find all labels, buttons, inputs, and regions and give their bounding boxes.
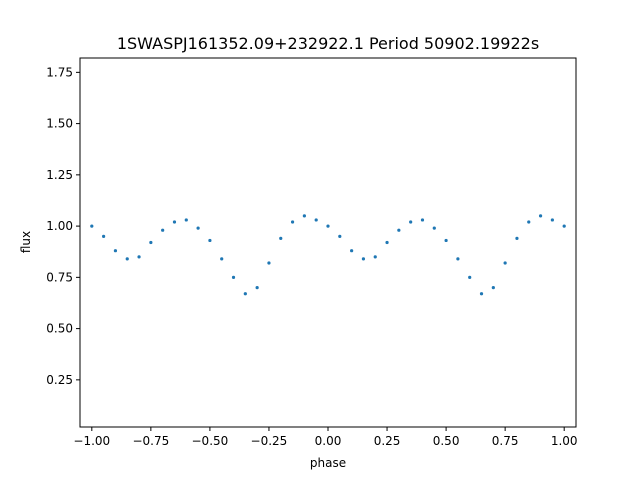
y-tick-label: 0.50: [46, 322, 73, 336]
data-point: [503, 261, 507, 265]
data-point: [326, 224, 330, 228]
data-point: [385, 240, 389, 245]
data-point: [196, 226, 200, 230]
y-tick-label: 1.00: [46, 219, 73, 233]
data-point: [125, 257, 129, 261]
x-axis-label: phase: [310, 456, 346, 470]
data-point: [562, 224, 566, 228]
x-tick-label: 0.00: [315, 434, 342, 448]
y-tick-label: 0.75: [46, 270, 73, 284]
data-point: [397, 228, 401, 232]
y-tick-label: 1.75: [46, 65, 73, 79]
data-point: [255, 286, 259, 290]
data-point: [527, 220, 531, 224]
data-point: [456, 257, 460, 261]
x-tick-label: −1.00: [73, 434, 110, 448]
points-layer: [90, 214, 566, 296]
data-point: [515, 236, 519, 240]
data-point: [338, 234, 342, 238]
data-point: [409, 220, 413, 224]
data-point: [468, 275, 472, 279]
data-point: [444, 238, 448, 243]
y-tick-label: 0.25: [46, 373, 73, 387]
data-point: [172, 220, 177, 224]
data-point: [373, 255, 377, 259]
data-point: [161, 228, 165, 232]
x-tick-label: 0.50: [433, 434, 460, 448]
x-tick-label: −0.75: [132, 434, 169, 448]
y-axis: 0.25 0.50 0.75 1.00 1.25 1.50 1.75: [46, 65, 80, 387]
data-point: [220, 257, 224, 261]
data-point: [290, 220, 295, 224]
x-tick-label: 0.75: [492, 434, 519, 448]
y-tick-label: 1.25: [46, 168, 73, 182]
data-point: [90, 224, 94, 228]
data-point: [243, 292, 247, 296]
data-point: [208, 238, 212, 243]
chart-title: 1SWASPJ161352.09+232922.1 Period 50902.1…: [117, 34, 539, 53]
data-point: [350, 249, 354, 253]
data-point: [479, 292, 484, 296]
data-point: [279, 236, 283, 240]
data-point: [231, 275, 236, 279]
x-axis: −1.00 −0.75 −0.50 −0.25 0.00 0.25 0.50 0.75 1.00: [73, 427, 578, 448]
y-tick-label: 1.50: [46, 117, 73, 131]
data-point: [550, 218, 554, 222]
x-tick-label: 1.00: [551, 434, 578, 448]
data-point: [149, 240, 153, 245]
data-point: [538, 214, 543, 218]
data-point: [302, 214, 306, 218]
data-point: [361, 257, 366, 261]
data-point: [432, 226, 436, 230]
data-point: [314, 218, 318, 222]
data-point: [137, 255, 141, 259]
x-tick-label: −0.50: [192, 434, 229, 448]
data-point: [420, 218, 425, 222]
data-point: [491, 286, 495, 290]
data-point: [184, 218, 188, 222]
y-axis-label: flux: [19, 231, 33, 253]
data-point: [102, 234, 106, 238]
x-tick-label: 0.25: [374, 434, 401, 448]
data-point: [267, 261, 271, 265]
data-point: [113, 249, 118, 253]
x-tick-label: −0.25: [251, 434, 288, 448]
